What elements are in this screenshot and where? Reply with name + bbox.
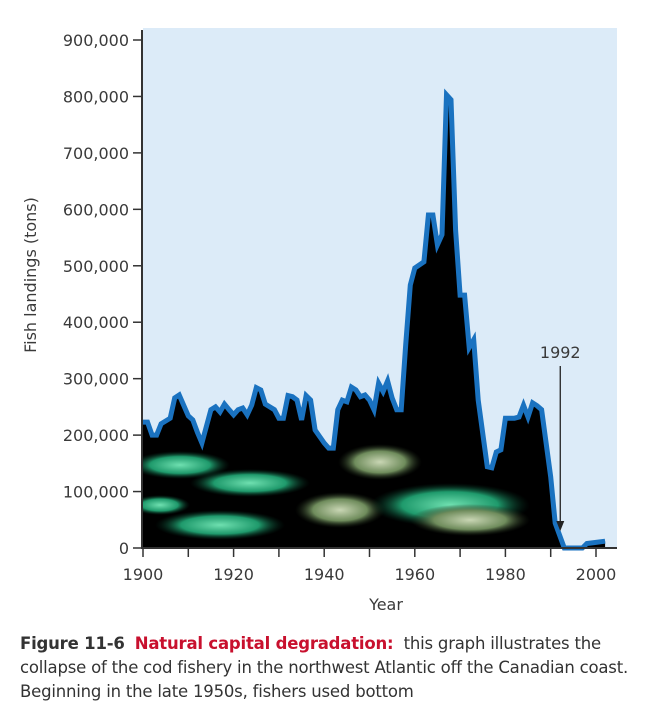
x-tick-label: 1960	[394, 565, 435, 584]
y-tick-label: 300,000	[63, 370, 129, 389]
y-tick-label: 200,000	[63, 426, 129, 445]
x-tick-label: 1900	[123, 565, 164, 584]
y-tick-label: 800,000	[63, 87, 129, 106]
arrow-head-icon	[556, 521, 565, 531]
x-axis-title: Year	[368, 595, 403, 614]
y-tick-label: 400,000	[63, 313, 129, 332]
y-tick-label: 900,000	[63, 31, 129, 50]
annotation-label: 1992	[540, 343, 581, 362]
y-tick-label: 0	[119, 539, 129, 558]
y-axis-title: Fish landings (tons)	[21, 197, 40, 353]
x-tick-label: 1980	[485, 565, 526, 584]
cod-fishery-chart: 0 100,000 200,000 300,000 400,000 500,000 600,…	[21, 28, 617, 614]
x-tick-label: 1940	[304, 565, 345, 584]
caption-highlight: Natural capital degradation:	[134, 634, 394, 653]
y-tick-label: 100,000	[63, 483, 129, 502]
figure-caption: Figure 11-6 Natural capital degradation:…	[20, 632, 650, 704]
x-tick-label: 1920	[213, 565, 254, 584]
y-tick-label: 600,000	[63, 200, 129, 219]
landings-area	[143, 94, 606, 549]
x-tick-label: 2000	[576, 565, 617, 584]
caption-text: this graph illustrates the collapse of t…	[20, 634, 629, 701]
y-tick-label: 700,000	[63, 144, 129, 163]
figure-label: Figure 11-6	[20, 634, 125, 653]
y-tick-label: 500,000	[63, 257, 129, 276]
cod-photo	[143, 444, 530, 540]
landings-line	[143, 88, 606, 551]
